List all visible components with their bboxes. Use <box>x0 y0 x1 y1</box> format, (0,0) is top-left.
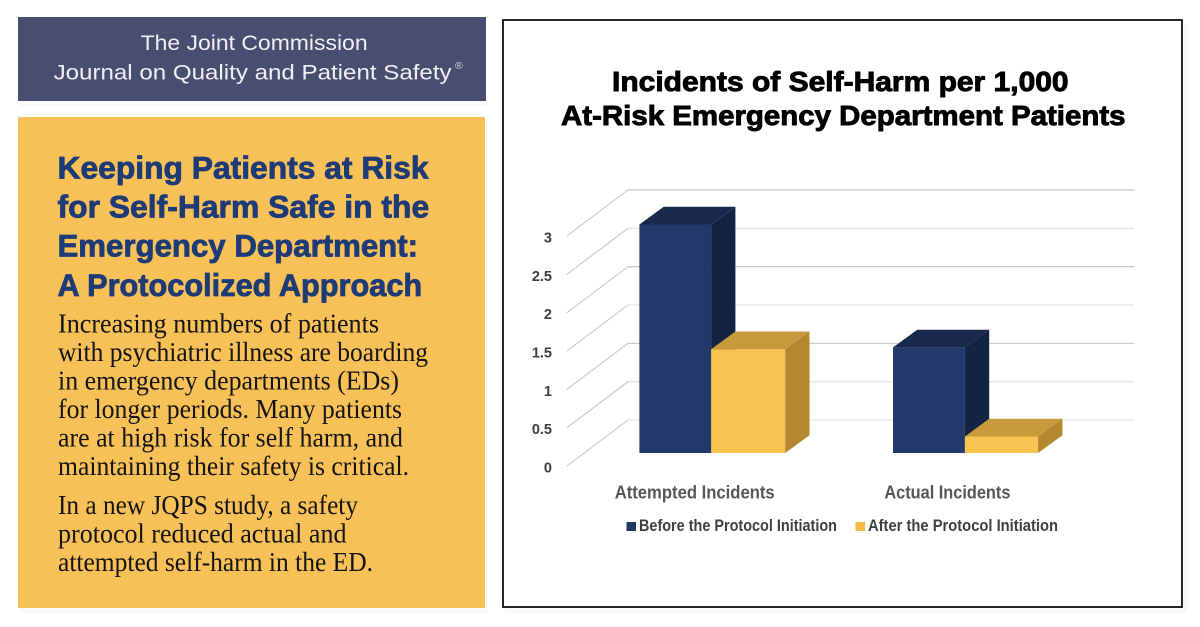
svg-text:with psychiatric illness are b: with psychiatric illness are boarding <box>58 337 428 367</box>
svg-text:Keeping Patients at Risk: Keeping Patients at Risk <box>58 151 430 186</box>
svg-text:1.5: 1.5 <box>532 346 552 362</box>
svg-text:In a new JQPS study, a safety: In a new JQPS study, a safety <box>58 490 358 520</box>
svg-text:in emergency departments (EDs): in emergency departments (EDs) <box>58 366 399 396</box>
svg-text:Journal on Quality and Patient: Journal on Quality and Patient Safety <box>54 60 452 84</box>
svg-text:attempted self-harm in the ED.: attempted self-harm in the ED. <box>58 547 373 577</box>
svg-text:for Self-Harm Safe in the: for Self-Harm Safe in the <box>58 190 430 225</box>
svg-text:maintaining their safety is cr: maintaining their safety is critical. <box>58 451 409 481</box>
svg-text:for longer periods. Many patie: for longer periods. Many patients <box>58 394 402 424</box>
svg-text:1: 1 <box>544 384 552 400</box>
svg-text:At-Risk Emergency Department P: At-Risk Emergency Department Patients <box>561 100 1126 131</box>
svg-text:0: 0 <box>544 461 552 477</box>
svg-text:A Protocolized Approach: A Protocolized Approach <box>58 268 423 303</box>
svg-text:protocol reduced actual and: protocol reduced actual and <box>58 519 347 549</box>
svg-text:Increasing numbers of patients: Increasing numbers of patients <box>58 309 379 339</box>
svg-text:0.5: 0.5 <box>532 422 552 438</box>
svg-text:Emergency Department:: Emergency Department: <box>58 229 419 264</box>
svg-text:Actual Incidents: Actual Incidents <box>884 482 1010 503</box>
svg-text:The Joint Commission: The Joint Commission <box>141 31 368 55</box>
svg-text:Before the Protocol Initiation: Before the Protocol Initiation <box>639 516 837 535</box>
svg-text:®: ® <box>455 60 463 72</box>
svg-text:are at high risk for self harm: are at high risk for self harm, and <box>58 423 403 453</box>
svg-text:2.5: 2.5 <box>532 269 552 285</box>
svg-text:2: 2 <box>544 307 552 323</box>
svg-text:Attempted Incidents: Attempted Incidents <box>615 482 775 503</box>
svg-text:After the Protocol Initiation: After the Protocol Initiation <box>868 516 1058 535</box>
svg-text:Incidents of Self-Harm per 1,0: Incidents of Self-Harm per 1,000 <box>612 66 1069 97</box>
svg-text:3: 3 <box>544 230 552 246</box>
